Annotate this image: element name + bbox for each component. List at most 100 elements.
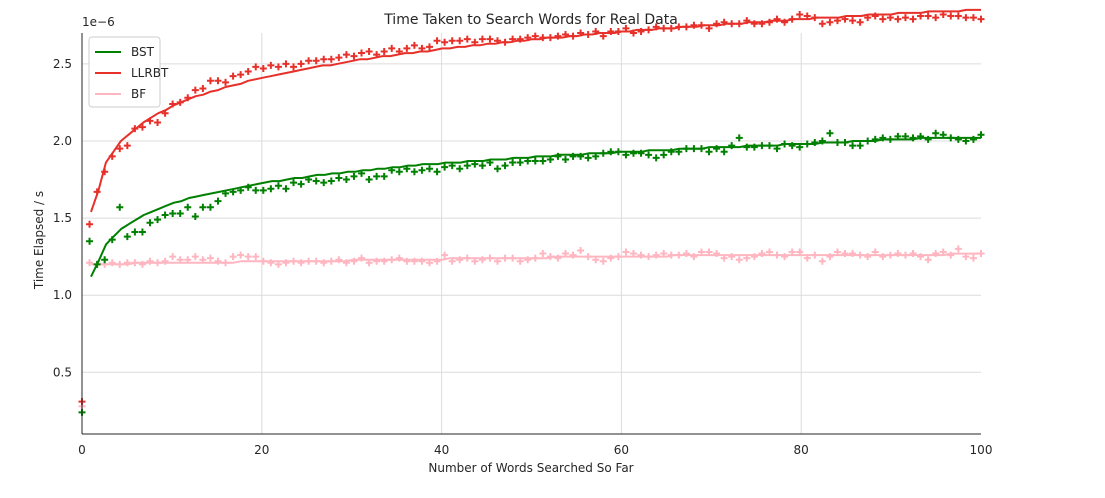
data-point-bst (441, 163, 449, 171)
data-point-bst (856, 142, 864, 150)
data-point-llrbt (237, 71, 245, 79)
data-point-llrbt (282, 60, 290, 68)
data-point-bst (101, 256, 109, 264)
data-point-llrbt (312, 57, 320, 65)
tick-labels: 0 20 40 60 80 100 0.5 1.0 1.5 2.0 2.5 (53, 57, 993, 457)
legend-label-bf: BF (131, 87, 146, 101)
data-point-llrbt (274, 63, 282, 71)
data-point-bst (297, 180, 305, 188)
data-point-llrbt (849, 17, 857, 25)
data-point-llrbt (138, 123, 146, 131)
data-point-llrbt (320, 55, 328, 63)
data-point-bf (577, 246, 585, 254)
data-point-bst (705, 148, 713, 156)
data-point-llrbt (818, 20, 826, 28)
data-point-bst (161, 211, 169, 219)
data-point-llrbt (252, 63, 260, 71)
data-point-bf (252, 253, 260, 261)
y-tick-label: 1.5 (53, 211, 72, 225)
data-point-llrbt (924, 12, 932, 20)
data-point-bst (123, 233, 131, 241)
data-point-llrbt (259, 64, 267, 72)
data-point-llrbt (478, 35, 486, 43)
data-point-bst (259, 186, 267, 194)
data-point-bst (418, 166, 426, 174)
data-point-llrbt (290, 63, 298, 71)
plot-area (78, 8, 985, 416)
data-point-llrbt (388, 44, 396, 52)
data-point-llrbt (214, 77, 222, 85)
data-point-llrbt (796, 10, 804, 18)
data-point-bst (463, 162, 471, 170)
data-point-bst (342, 176, 350, 184)
y-axis-label: Time Elapsed / s (32, 191, 46, 290)
data-point-llrbt (365, 48, 373, 56)
data-point-bf (924, 256, 932, 264)
data-point-bf (954, 245, 962, 253)
data-point-llrbt (335, 54, 343, 62)
data-point-llrbt (426, 43, 434, 51)
data-point-bst (426, 165, 434, 173)
data-point-llrbt (123, 142, 131, 150)
data-point-bst (501, 162, 509, 170)
data-point-llrbt (116, 145, 124, 153)
x-axis-label: Number of Words Searched So Far (428, 461, 633, 475)
data-point-bf (539, 250, 547, 258)
data-point-bf (191, 253, 199, 261)
data-point-llrbt (932, 14, 940, 22)
data-point-llrbt (909, 15, 917, 23)
fit-line-bst (90, 136, 981, 278)
data-point-llrbt (954, 12, 962, 20)
data-point-bst (932, 129, 940, 137)
x-tick-label: 40 (434, 443, 449, 457)
data-point-bf (599, 257, 607, 265)
data-point-llrbt (358, 49, 366, 57)
data-point-llrbt (463, 35, 471, 43)
y-tick-label: 1.0 (53, 288, 72, 302)
data-point-llrbt (826, 18, 834, 26)
data-point-bf (244, 253, 252, 261)
data-point-llrbt (342, 51, 350, 59)
x-tick-label: 0 (78, 443, 86, 457)
data-point-bf (206, 254, 214, 262)
data-point-llrbt (977, 15, 985, 23)
data-point-llrbt (486, 35, 494, 43)
data-point-bst (206, 203, 214, 211)
data-point-bst (410, 168, 418, 176)
data-point-bst (327, 177, 335, 185)
y-tick-label: 0.5 (53, 365, 72, 379)
data-point-bst (154, 216, 162, 224)
data-point-llrbt (380, 48, 388, 56)
data-point-bst (267, 185, 275, 193)
data-point-bst (531, 157, 539, 165)
data-point-llrbt (441, 38, 449, 46)
data-point-llrbt (947, 12, 955, 20)
data-point-llrbt (901, 14, 909, 22)
data-point-bst (478, 162, 486, 170)
data-point-llrbt (448, 37, 456, 45)
data-point-bst (335, 174, 343, 182)
data-point-llrbt (879, 15, 887, 23)
data-point-bst (373, 172, 381, 180)
legend-box (88, 36, 161, 108)
grid-lines (82, 33, 981, 434)
data-point-bst (494, 165, 502, 173)
x-tick-label: 80 (794, 443, 809, 457)
data-point-llrbt (403, 44, 411, 52)
data-point-bst (274, 182, 282, 190)
fit-line-bf (91, 252, 981, 266)
data-point-llrbt (199, 85, 207, 93)
data-point-bst (214, 197, 222, 205)
data-point-llrbt (350, 52, 358, 60)
data-point-bst (290, 179, 298, 187)
data-point-bst (456, 165, 464, 173)
data-point-llrbt (86, 220, 94, 228)
data-point-llrbt (206, 77, 214, 85)
data-point-llrbt (856, 18, 864, 26)
data-point-llrbt (969, 14, 977, 22)
data-point-llrbt (894, 15, 902, 23)
data-point-bst (735, 134, 743, 142)
data-point-bf (229, 253, 237, 261)
data-point-bf (237, 251, 245, 259)
